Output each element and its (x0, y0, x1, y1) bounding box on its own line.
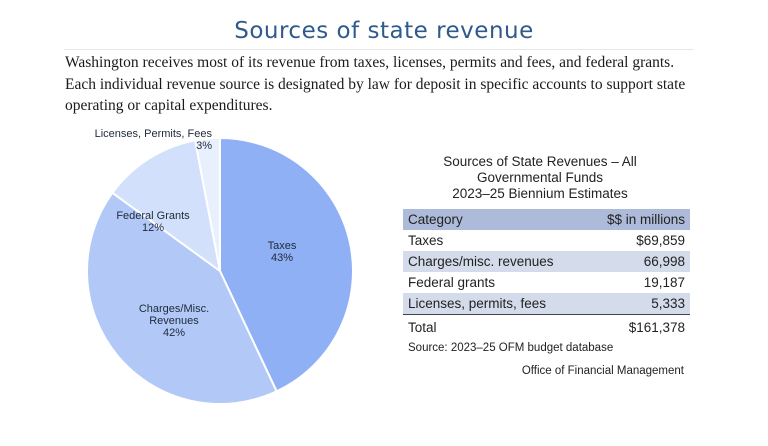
table-header-row: Category $$ in millions (403, 209, 690, 230)
revenue-table: Category $$ in millions Taxes $69,859 Ch… (403, 209, 690, 338)
table-row: Federal grants 19,187 (403, 272, 690, 293)
pie-slice-charges-misc (86, 191, 278, 405)
pie-category-label: Licenses, Permits, Fees (95, 128, 213, 140)
row-category: Taxes (408, 233, 444, 248)
total-label: Total (403, 314, 587, 338)
table-title-line: 2023–25 Biennium Estimates (452, 186, 628, 201)
row-amount: $69,859 (636, 233, 685, 248)
footer-credit: Office of Financial Management (521, 365, 684, 377)
table-title: Sources of State Revenues – All Governme… (400, 154, 680, 202)
row-amount: 66,998 (586, 251, 690, 272)
total-amount: $161,378 (586, 314, 690, 338)
row-amount: 19,187 (643, 275, 685, 290)
pie-slice-label: Licenses, Permits, Fees 3% (95, 128, 213, 152)
intro-paragraph: Washington receives most of its revenue … (65, 54, 686, 114)
table-row: Charges/misc. revenues 66,998 (403, 251, 690, 272)
pie-percent-label: 43% (271, 252, 293, 264)
pie-percent-label: 3% (196, 140, 212, 152)
pie-category-label: Charges/Misc. (139, 303, 209, 315)
pie-slice-label: Federal Grants 12% (116, 210, 190, 234)
title-divider (64, 49, 694, 50)
row-category: Federal grants (408, 275, 496, 290)
source-note: Source: 2023–25 OFM budget database (408, 342, 614, 354)
table-total-row: Total $161,378 (403, 314, 690, 338)
pie-percent-label: 12% (142, 222, 164, 234)
row-amount: 5,333 (586, 293, 690, 315)
pie-category-label: Federal Grants (116, 210, 190, 222)
pie-percent-label: 42% (163, 327, 185, 339)
row-category: Licenses, permits, fees (403, 293, 587, 315)
table-title-line: Sources of State Revenues – All (443, 154, 637, 169)
table-row: Licenses, permits, fees 5,333 (403, 293, 690, 315)
pie-slice-licenses-permits-fees (193, 136, 221, 272)
table-row: Taxes $69,859 (403, 230, 690, 251)
pie-category-label: Taxes (268, 240, 297, 252)
pie-slice-label: Charges/Misc. Revenues 42% (139, 303, 209, 339)
pie-slice-taxes (219, 136, 354, 393)
table-title-line: Governmental Funds (476, 170, 604, 185)
column-header-amount: $$ in millions (586, 209, 690, 230)
pie-slice-label: Taxes 43% (268, 240, 297, 264)
page-title: Sources of state revenue (234, 18, 534, 44)
pie-category-label: Revenues (149, 315, 199, 327)
revenue-pie-chart: Taxes 43% Charges/Misc. Revenues 42% Federal … (86, 128, 354, 405)
row-category: Charges/misc. revenues (403, 251, 587, 272)
pie-slice-federal-grants (111, 139, 222, 274)
column-header-category: Category (403, 209, 587, 230)
